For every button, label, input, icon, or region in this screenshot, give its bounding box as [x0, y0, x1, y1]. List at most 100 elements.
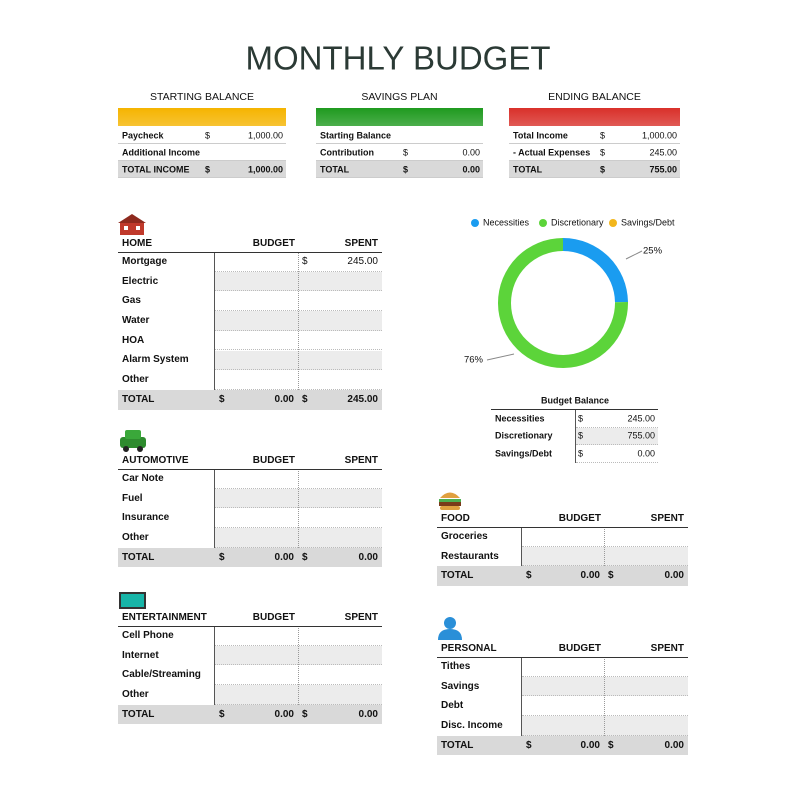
amount: 0.00: [274, 708, 294, 720]
total-label: TOTAL: [122, 551, 155, 563]
car-icon: [120, 430, 146, 452]
value-cell: [576, 445, 658, 463]
amount: 245.00: [627, 413, 655, 423]
row-label: Electric: [122, 275, 159, 287]
value-cell: [522, 696, 688, 717]
total-row: [118, 704, 382, 725]
color-bar: [118, 108, 286, 126]
row-label: Debt: [441, 700, 464, 712]
legend-swatch: [471, 219, 479, 227]
row-label: Cable/Streaming: [122, 669, 201, 681]
leader-line: [625, 250, 643, 260]
data-label: 76%: [463, 354, 483, 366]
section-title: ENTERTAINMENT: [122, 612, 207, 623]
currency: $: [526, 739, 532, 751]
currency: $: [403, 164, 409, 174]
summary-row: [316, 144, 483, 161]
summary-title: STARTING BALANCE: [149, 90, 255, 103]
row-label: Fuel: [122, 492, 143, 504]
table-title: Budget Balance: [540, 395, 610, 406]
column-rule: [298, 626, 299, 705]
burger-icon: [439, 492, 461, 510]
row-label: Alarm System: [122, 354, 189, 366]
total-row: [437, 566, 688, 587]
currency: $: [403, 147, 409, 157]
currency: $: [600, 147, 606, 157]
column-rule: [604, 657, 605, 736]
amount: 0.00: [664, 570, 684, 582]
tv-icon: [119, 592, 146, 609]
currency: $: [608, 739, 614, 751]
amount: 0.00: [580, 570, 600, 582]
column-rule: [298, 252, 299, 390]
leader-line: [486, 353, 515, 361]
currency: $: [600, 130, 606, 140]
total-row: [437, 735, 688, 756]
currency: $: [219, 393, 225, 405]
row-label: Discretionary: [495, 430, 553, 441]
total-label: TOTAL: [441, 570, 474, 582]
summary-row: [316, 127, 483, 144]
section-title: HOME: [122, 238, 152, 249]
row-label: Contribution: [320, 147, 374, 157]
home-icon: [118, 214, 146, 235]
currency: $: [600, 164, 606, 174]
value-cell: [576, 427, 658, 445]
row-label: Cell Phone: [122, 629, 174, 641]
column-rule: [214, 626, 215, 705]
amount: 0.00: [637, 448, 655, 458]
section-title: AUTOMOTIVE: [122, 455, 189, 466]
currency: $: [219, 708, 225, 720]
currency: $: [578, 430, 584, 441]
amount: 0.00: [462, 147, 480, 157]
data-label: 25%: [643, 245, 663, 257]
legend-swatch: [539, 219, 547, 227]
legend-label: Savings/Debt: [621, 217, 675, 228]
currency: $: [205, 164, 211, 174]
summary-row: [509, 161, 680, 178]
summary-row: [509, 144, 680, 161]
row-label: Tithes: [441, 660, 471, 672]
section-title: PERSONAL: [441, 643, 497, 654]
column-rule: [298, 469, 299, 548]
legend-label: Necessities: [483, 217, 530, 228]
amount: 0.00: [580, 739, 600, 751]
color-bar: [316, 108, 483, 126]
row-label: Gas: [122, 295, 141, 307]
amount: 755.00: [649, 164, 677, 174]
column-header: BUDGET: [252, 238, 295, 249]
header-rule: [437, 657, 688, 658]
row-label: Disc. Income: [441, 719, 503, 731]
summary-row: [118, 161, 286, 178]
total-row: [118, 547, 382, 568]
row-label: Car Note: [122, 472, 164, 484]
value-cell: [522, 657, 688, 677]
column-rule: [521, 527, 522, 567]
summary-row: [118, 127, 286, 144]
page-title: MONTHLY BUDGET: [245, 39, 551, 77]
person-icon: [438, 617, 462, 640]
column-header: BUDGET: [252, 612, 295, 623]
currency: $: [219, 551, 225, 563]
row-label: HOA: [122, 334, 145, 346]
column-rule: [521, 657, 522, 736]
currency: $: [526, 570, 532, 582]
amount: 0.00: [462, 164, 480, 174]
amount: 1,000.00: [247, 164, 283, 174]
summary-title: SAVINGS PLAN: [361, 90, 438, 103]
row-label: Restaurants: [441, 550, 499, 562]
currency: $: [302, 708, 308, 720]
value-cell: [522, 546, 688, 567]
value-cell: [522, 716, 688, 736]
column-rule: [214, 252, 215, 390]
summary-title: ENDING BALANCE: [548, 90, 641, 103]
amount: 245.00: [649, 147, 677, 157]
currency: $: [578, 448, 584, 458]
summary-row: [118, 144, 286, 161]
currency: $: [302, 551, 308, 563]
column-header: SPENT: [344, 238, 378, 249]
legend-swatch: [609, 219, 617, 227]
column-rule: [604, 527, 605, 567]
